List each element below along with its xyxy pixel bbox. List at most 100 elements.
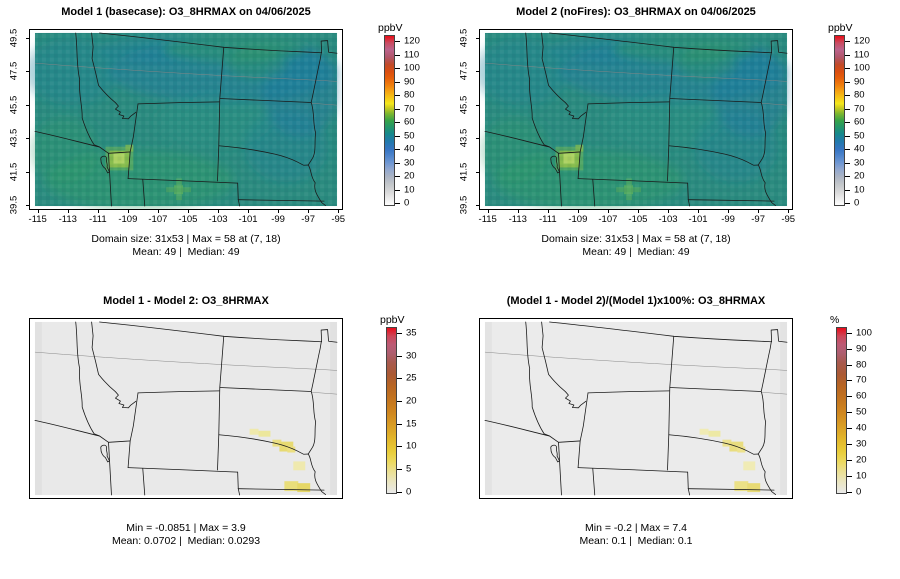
x-tick-label: -103: [208, 214, 228, 225]
panel-title: Model 2 (noFires): O3_8HRMAX on 04/06/20…: [516, 6, 756, 18]
stats-line: Min = -0.0851 | Max = 3.9: [126, 522, 246, 534]
x-tick-label: -99: [271, 214, 285, 225]
x-tick-label: -95: [331, 214, 346, 225]
colorbar-tick-label: 90: [854, 75, 865, 87]
x-tick-mark: [487, 209, 489, 213]
x-tick-mark: [577, 209, 579, 213]
colorbar-tick-label: 25: [406, 372, 417, 384]
colorbar-unit-label: ppbV: [380, 314, 405, 326]
panel-percent-difference: (Model 1 - Model 2)/(Model 1)x100%: O3_8…: [450, 289, 900, 579]
colorbar-tick-label: 20: [404, 170, 415, 182]
y-tick-label: 45.5: [458, 95, 470, 115]
x-tick-mark: [278, 209, 280, 213]
y-tick-label: 43.5: [8, 128, 20, 148]
x-tick-mark: [97, 209, 99, 213]
colorbar-gradient: [836, 327, 847, 494]
colorbar-tick-label: 30: [856, 438, 867, 450]
stats-line: Mean: 49 | Median: 49: [582, 246, 690, 258]
y-tick-label: 47.5: [458, 62, 470, 81]
x-tick-label: -109: [118, 214, 138, 225]
stats-line: Mean: 0.0702 | Median: 0.0293: [111, 535, 261, 547]
colorbar-gradient: [384, 35, 395, 206]
colorbar-tick-label: 70: [404, 102, 415, 114]
x-tick-mark: [668, 209, 669, 213]
colorbar-tick-label: 80: [854, 89, 865, 101]
y-tick-label: 49.5: [8, 28, 20, 48]
x-tick-mark: [517, 209, 519, 213]
panel-difference: Model 1 - Model 2: O3_8HRMAX Min = -0.08…: [0, 289, 450, 579]
x-tick-mark: [67, 209, 69, 213]
colorbar-tick-label: 10: [406, 440, 417, 452]
panel-title: (Model 1 - Model 2)/(Model 1)x100%: O3_8…: [506, 295, 766, 307]
x-tick-mark: [248, 209, 250, 213]
colorbar-unit-label: ppbV: [828, 22, 853, 34]
colorbar-model1: ppbV 0 10 20 30 40 50 60 70 80 90 100 110 120: [377, 22, 443, 237]
colorbar-tick-label: 80: [404, 89, 415, 101]
stats-line: Domain size: 31x53 | Max = 58 at (7, 18): [541, 233, 731, 245]
x-tick-mark: [698, 209, 700, 213]
y-tick-label: 43.5: [458, 128, 470, 148]
x-tick-label: -101: [238, 214, 258, 225]
y-tick-label: 39.5: [458, 195, 470, 215]
colorbar-tick-label: 50: [856, 406, 867, 418]
panel-title: Model 1 (basecase): O3_8HRMAX on 04/06/2…: [61, 6, 311, 18]
colorbar-tick-label: 0: [406, 485, 412, 497]
colorbar-tick-label: 5: [406, 463, 412, 475]
colorbar-tick-label: 35: [406, 327, 417, 339]
x-tick-label: -107: [598, 214, 618, 225]
y-tick-label: 39.5: [8, 195, 20, 215]
x-tick-mark: [157, 209, 159, 213]
colorbar-difference: ppbV 0 5 10 15 20 25 30 35: [379, 314, 445, 529]
x-tick-mark: [758, 209, 760, 213]
y-tick-label: 47.5: [8, 62, 20, 81]
colorbar-tick-label: 10: [856, 469, 867, 481]
colorbar-tick-label: 40: [404, 143, 415, 155]
x-tick-mark: [547, 209, 549, 213]
colorbar-tick-label: 10: [854, 184, 865, 196]
x-tick-label: -99: [721, 214, 735, 225]
colorbar-tick-label: 40: [856, 422, 867, 434]
map-plot-difference: [29, 318, 343, 499]
colorbar-tick-label: 30: [404, 157, 415, 169]
x-tick-mark: [127, 209, 129, 213]
x-tick-label: -95: [781, 214, 796, 225]
colorbar-tick-label: 20: [854, 170, 865, 182]
y-tick-label: 41.5: [8, 162, 20, 181]
colorbar-tick-label: 15: [406, 417, 417, 429]
x-tick-mark: [637, 209, 639, 213]
x-tick-label: -105: [628, 214, 648, 225]
x-tick-label: -107: [148, 214, 168, 225]
colorbar-tick-label: 0: [856, 485, 862, 497]
x-tick-label: -115: [28, 214, 47, 225]
colorbar-tick-label: 100: [856, 327, 872, 339]
colorbar-tick-label: 60: [854, 116, 865, 128]
y-tick-label: 41.5: [458, 162, 470, 181]
colorbar-tick-label: 70: [856, 374, 867, 386]
concentration-map: [30, 32, 342, 209]
x-tick-mark: [308, 209, 310, 213]
percent-difference-map: [484, 321, 788, 496]
stats-line: Min = -0.2 | Max = 7.4: [585, 522, 687, 534]
colorbar-ticks: 0 10 20 30 40 50 60 70 80 90 100: [847, 327, 891, 497]
colorbar-ticks: 0 10 20 30 40 50 60 70 80 90 100 110 120: [845, 35, 889, 209]
x-tick-mark: [338, 209, 340, 213]
colorbar-tick-label: 70: [854, 102, 865, 114]
y-tick-label: 49.5: [458, 28, 470, 48]
colorbar-tick-label: 90: [856, 342, 867, 354]
x-tick-label: -113: [58, 214, 77, 225]
colorbar-tick-label: 100: [404, 62, 420, 74]
colorbar-tick-label: 50: [404, 130, 415, 141]
colorbar-tick-label: 110: [854, 48, 870, 60]
colorbar-tick-label: 0: [404, 197, 410, 209]
colorbar-tick-label: 50: [854, 130, 865, 141]
colorbar-tick-label: 60: [404, 116, 415, 128]
x-tick-label: -115: [478, 214, 497, 225]
x-tick-label: -111: [538, 214, 557, 225]
x-tick-label: -97: [751, 214, 766, 225]
colorbar-tick-label: 40: [854, 143, 865, 155]
colorbar-tick-label: 100: [854, 62, 870, 74]
colorbar-tick-label: 0: [854, 197, 860, 209]
colorbar-tick-label: 90: [404, 75, 415, 87]
x-tick-label: -113: [508, 214, 527, 225]
